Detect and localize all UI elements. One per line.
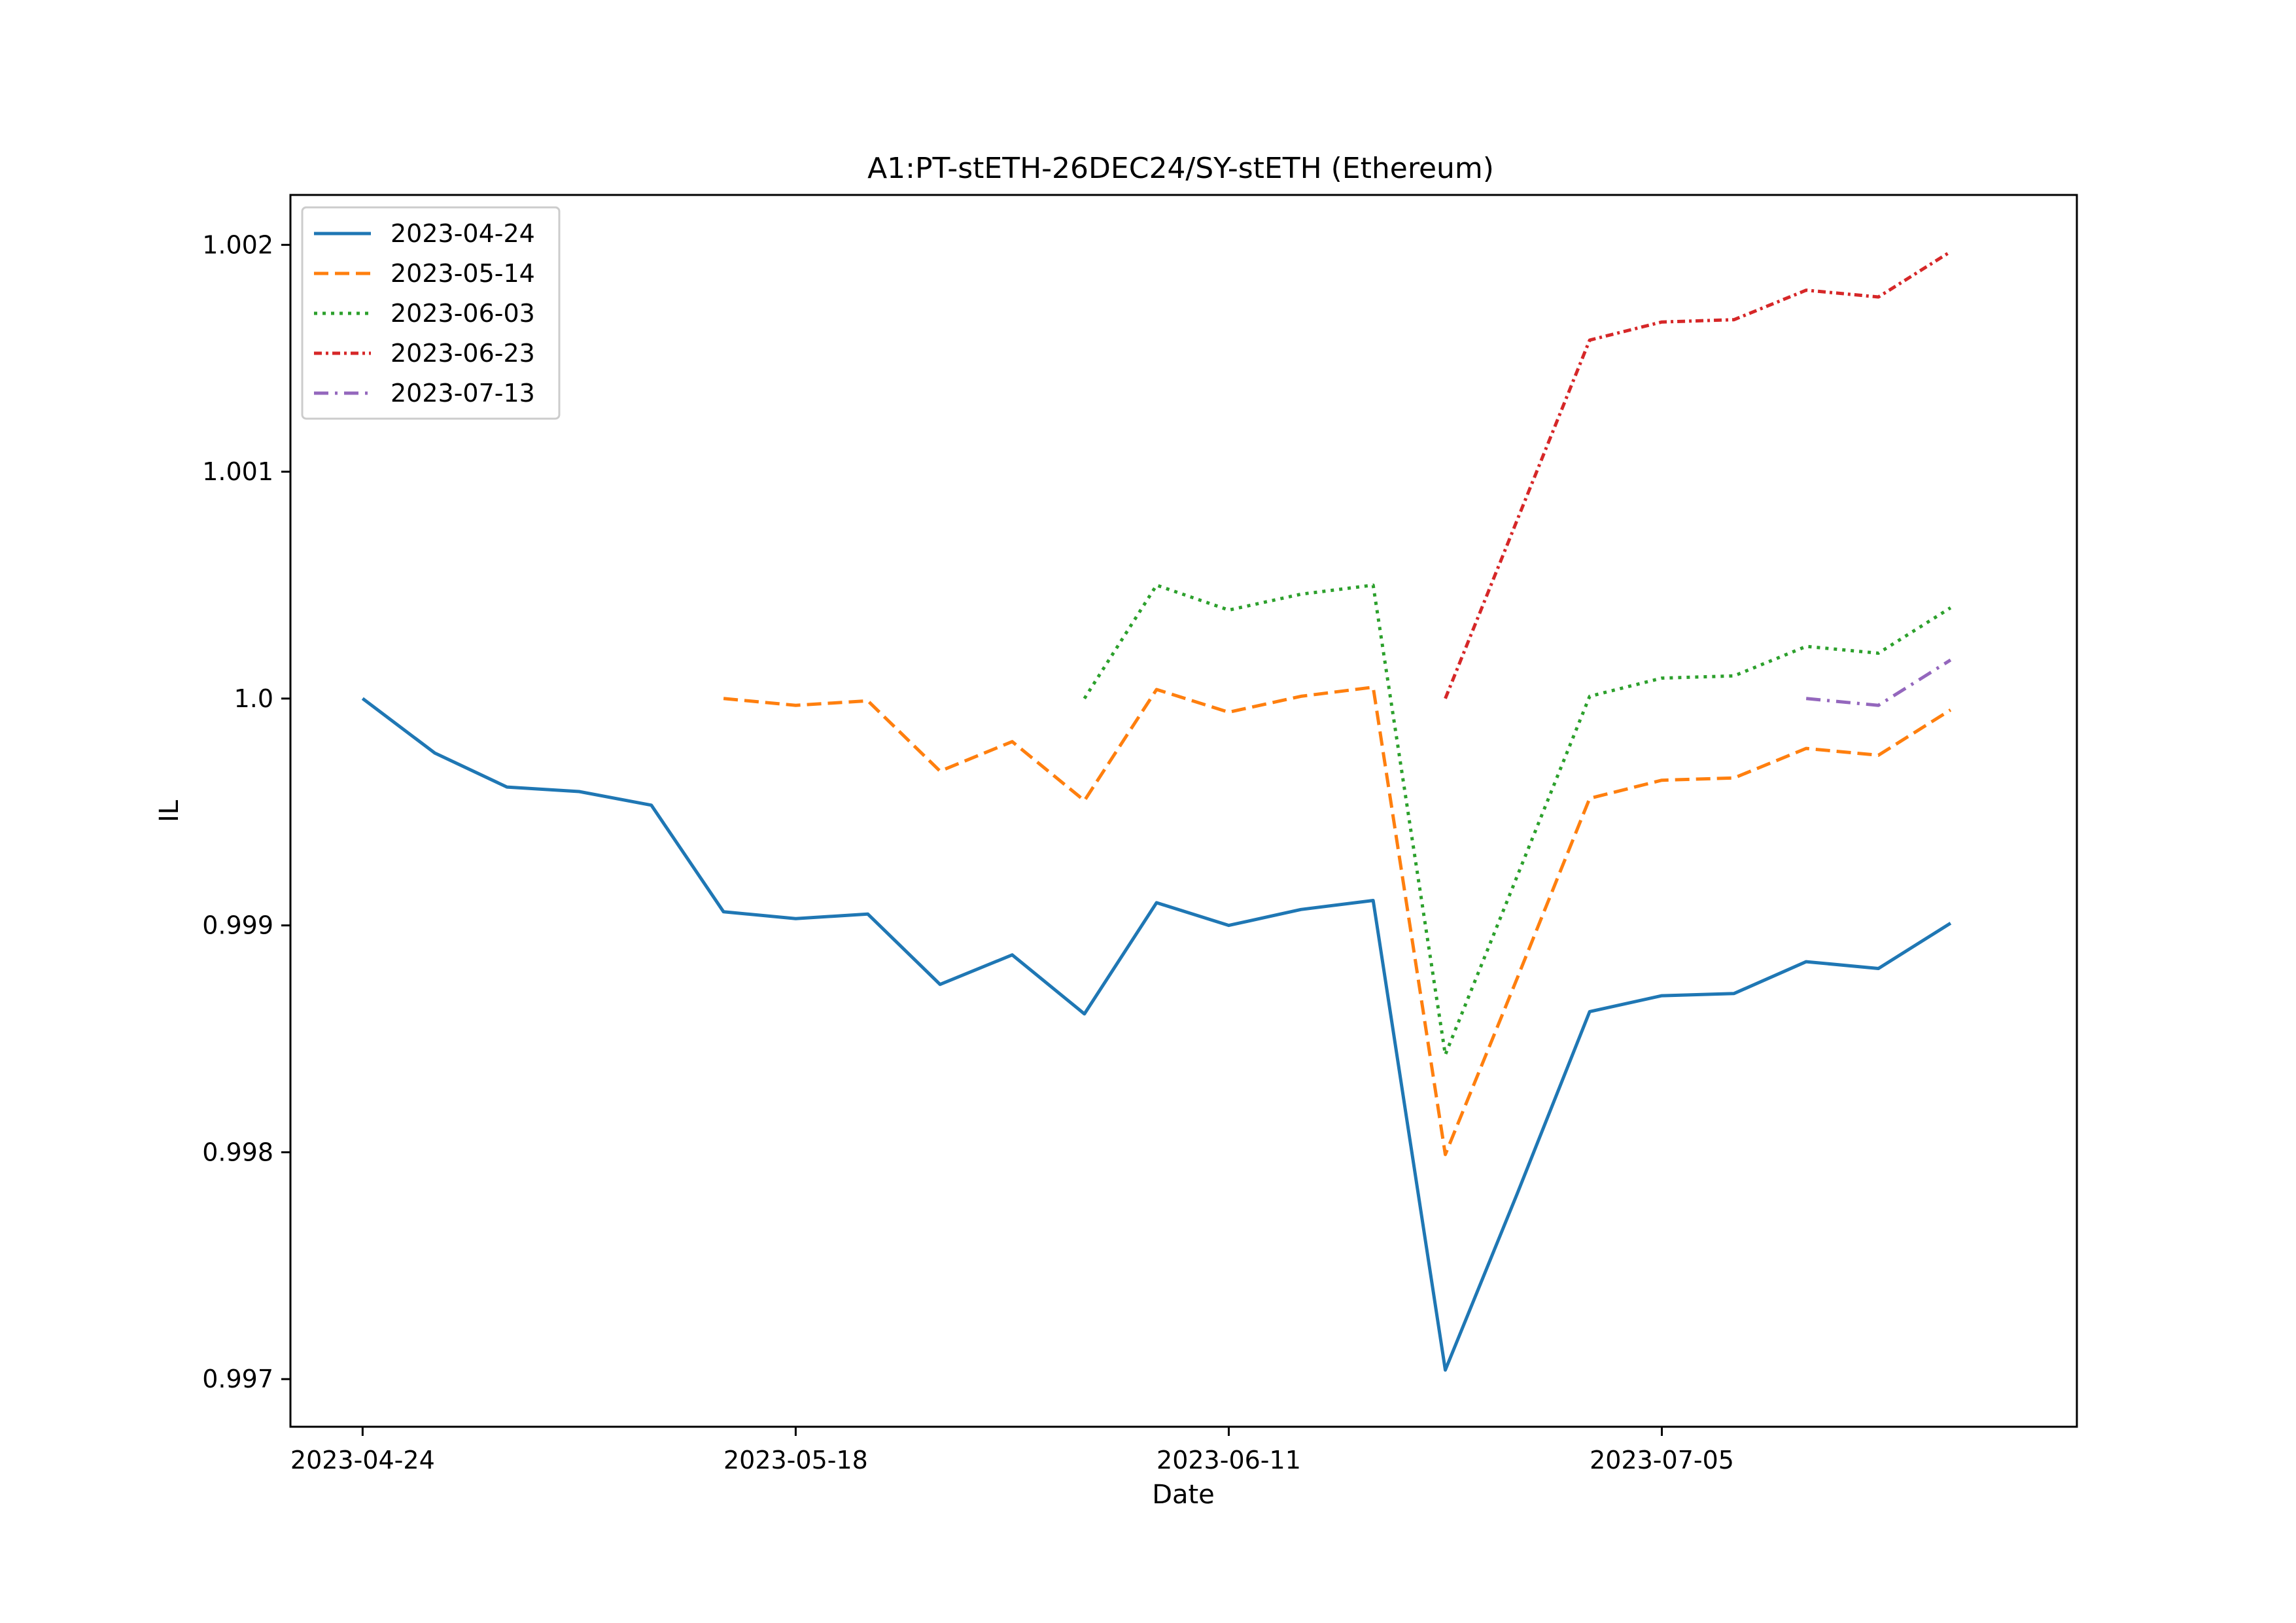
legend: 2023-04-24 2023-05-14 2023-06-03 2023-06-23… — [301, 206, 561, 420]
y-axis: 0.997 0.998 0.999 1.0 1.001 1.002 — [202, 230, 290, 1393]
y-tick-label: 1.0 — [234, 684, 273, 713]
y-tick-label: 1.002 — [202, 230, 273, 259]
series-line-2023-04-24 — [361, 697, 1952, 1372]
legend-label: 2023-06-03 — [391, 299, 535, 328]
y-axis-label: IL — [154, 799, 184, 822]
series-line-2023-06-23 — [1444, 250, 1952, 699]
plot-frame — [289, 194, 2078, 1428]
legend-label: 2023-04-24 — [391, 219, 535, 248]
legend-label: 2023-07-13 — [391, 379, 535, 408]
y-tick-label: 0.998 — [202, 1138, 273, 1166]
plot-area — [361, 250, 1952, 1372]
legend-label: 2023-05-14 — [391, 259, 535, 288]
x-tick-label: 2023-05-18 — [723, 1446, 868, 1475]
series-line-2023-05-14 — [723, 686, 1952, 1157]
y-tick-label: 1.001 — [202, 457, 273, 486]
x-tick-label: 2023-04-24 — [290, 1446, 435, 1475]
x-axis-label: Date — [1152, 1480, 1215, 1510]
x-tick-label: 2023-07-05 — [1590, 1446, 1734, 1475]
y-tick-label: 0.997 — [202, 1365, 273, 1393]
legend-label: 2023-06-23 — [391, 339, 535, 368]
x-tick-label: 2023-06-11 — [1157, 1446, 1301, 1475]
chart-title: A1:PT-stETH-26DEC24/SY-stETH (Ethereum) — [867, 152, 1494, 185]
series-line-2023-07-13 — [1805, 658, 1952, 707]
legend-box — [301, 206, 561, 420]
x-axis: 2023-04-24 2023-05-18 2023-06-11 2023-07-05 — [290, 1427, 1734, 1475]
y-tick-label: 0.999 — [202, 911, 273, 940]
